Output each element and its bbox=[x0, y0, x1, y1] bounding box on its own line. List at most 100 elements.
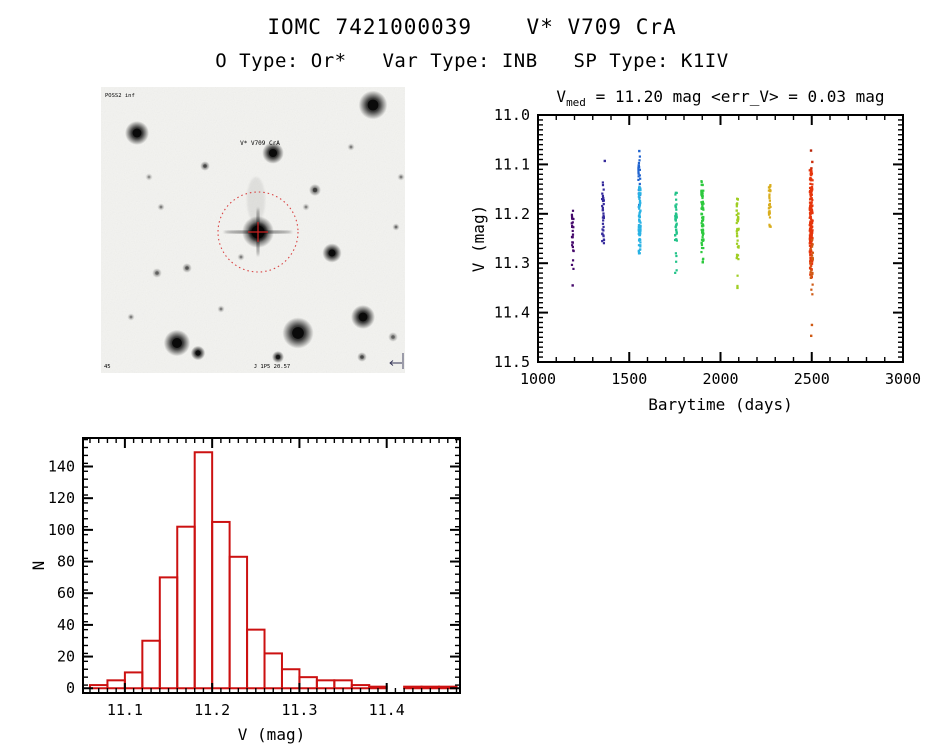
data-point bbox=[601, 192, 604, 195]
histogram-bar bbox=[123, 671, 144, 690]
data-point bbox=[637, 239, 641, 242]
field-star-core bbox=[328, 249, 336, 257]
data-point bbox=[810, 207, 813, 210]
field-star-core bbox=[292, 327, 304, 339]
data-point bbox=[700, 213, 703, 216]
lightcurve-scatter-plot: 1000 1500 2000 2500 3000 11.0 11.1 11.2 11.3 11.4… bbox=[470, 87, 921, 414]
data-point bbox=[735, 232, 739, 235]
data-point bbox=[735, 213, 738, 217]
data-point bbox=[700, 222, 703, 225]
data-point bbox=[702, 189, 705, 192]
data-point bbox=[808, 240, 812, 243]
data-point bbox=[701, 191, 704, 194]
data-point bbox=[810, 178, 813, 181]
x-tick-label: 11.4 bbox=[369, 701, 405, 719]
data-point bbox=[811, 256, 814, 260]
data-point bbox=[570, 263, 574, 267]
data-point bbox=[809, 228, 812, 231]
data-point bbox=[810, 245, 814, 248]
data-point bbox=[700, 201, 703, 204]
x-tick-label: 1500 bbox=[611, 370, 647, 388]
data-point bbox=[769, 205, 772, 209]
x-axis-label: Barytime (days) bbox=[648, 395, 793, 414]
data-point bbox=[639, 229, 642, 233]
data-point bbox=[702, 239, 705, 242]
field-star-core bbox=[304, 205, 308, 209]
data-point bbox=[811, 183, 814, 186]
survey-label: POSS2 inf bbox=[105, 93, 135, 99]
data-point bbox=[809, 276, 812, 279]
field-star-core bbox=[195, 350, 201, 356]
data-point bbox=[637, 165, 640, 169]
data-point bbox=[638, 194, 641, 197]
data-point bbox=[602, 229, 605, 232]
data-point bbox=[810, 233, 813, 236]
data-point bbox=[811, 179, 814, 182]
data-point bbox=[808, 189, 812, 192]
data-point bbox=[638, 159, 641, 162]
data-point bbox=[809, 168, 812, 171]
data-point bbox=[700, 242, 703, 245]
data-point bbox=[601, 184, 605, 187]
data-point bbox=[675, 231, 678, 234]
data-point bbox=[809, 253, 812, 256]
field-star-core bbox=[155, 271, 159, 275]
field-star bbox=[302, 203, 310, 211]
plot-title: Vmed = 11.20 mag <err_V> = 0.03 mag bbox=[556, 87, 884, 109]
x-tick-label: 2000 bbox=[702, 370, 738, 388]
data-point bbox=[811, 251, 815, 254]
field-star-core bbox=[360, 355, 364, 359]
histogram-bar bbox=[246, 628, 266, 690]
data-point bbox=[638, 204, 641, 207]
data-point bbox=[674, 204, 677, 207]
data-point bbox=[811, 231, 814, 234]
data-point bbox=[602, 234, 605, 237]
data-point bbox=[701, 216, 704, 219]
data-point bbox=[810, 186, 813, 189]
data-point bbox=[601, 197, 604, 201]
data-point bbox=[810, 262, 814, 265]
data-point bbox=[736, 202, 739, 205]
data-point bbox=[701, 183, 704, 187]
data-point bbox=[702, 202, 705, 205]
data-point bbox=[811, 187, 814, 191]
field-star bbox=[388, 332, 398, 342]
data-point bbox=[572, 226, 575, 229]
data-point bbox=[768, 203, 771, 207]
data-point bbox=[811, 243, 814, 246]
histogram-bar bbox=[280, 668, 301, 690]
data-point bbox=[701, 192, 704, 195]
data-point bbox=[602, 242, 606, 245]
data-point bbox=[700, 202, 704, 206]
data-point bbox=[639, 228, 642, 231]
data-point bbox=[701, 200, 704, 203]
data-point bbox=[769, 190, 772, 193]
data-point bbox=[601, 216, 605, 219]
data-point bbox=[638, 187, 641, 190]
data-point bbox=[639, 192, 642, 195]
field-star-core bbox=[185, 266, 189, 270]
field-star-core bbox=[358, 312, 368, 322]
data-point bbox=[675, 223, 678, 227]
data-point bbox=[767, 211, 771, 214]
data-point bbox=[638, 182, 641, 186]
plot-frame bbox=[82, 437, 461, 694]
data-point bbox=[601, 232, 604, 235]
coordinates-label: J 1P5 20.57 bbox=[254, 364, 290, 370]
magnitude-histogram-plot: 11.1 11.2 11.3 11.4 0 20 40 60 80 100 120 140 V (mag… bbox=[30, 437, 461, 744]
data-point bbox=[768, 195, 771, 198]
data-point bbox=[639, 177, 642, 180]
page-subtitle: O Type: Or* Var Type: INB SP Type: K1IV bbox=[215, 50, 729, 72]
data-point bbox=[638, 215, 641, 218]
data-point bbox=[768, 207, 771, 210]
data-point bbox=[637, 164, 640, 167]
data-point bbox=[809, 176, 812, 180]
data-point bbox=[811, 272, 814, 276]
data-point bbox=[735, 221, 738, 225]
data-point bbox=[638, 220, 641, 223]
data-point bbox=[810, 219, 813, 223]
data-point bbox=[638, 174, 641, 177]
field-star-core bbox=[159, 205, 163, 209]
data-point bbox=[638, 218, 641, 221]
data-point bbox=[637, 249, 640, 252]
